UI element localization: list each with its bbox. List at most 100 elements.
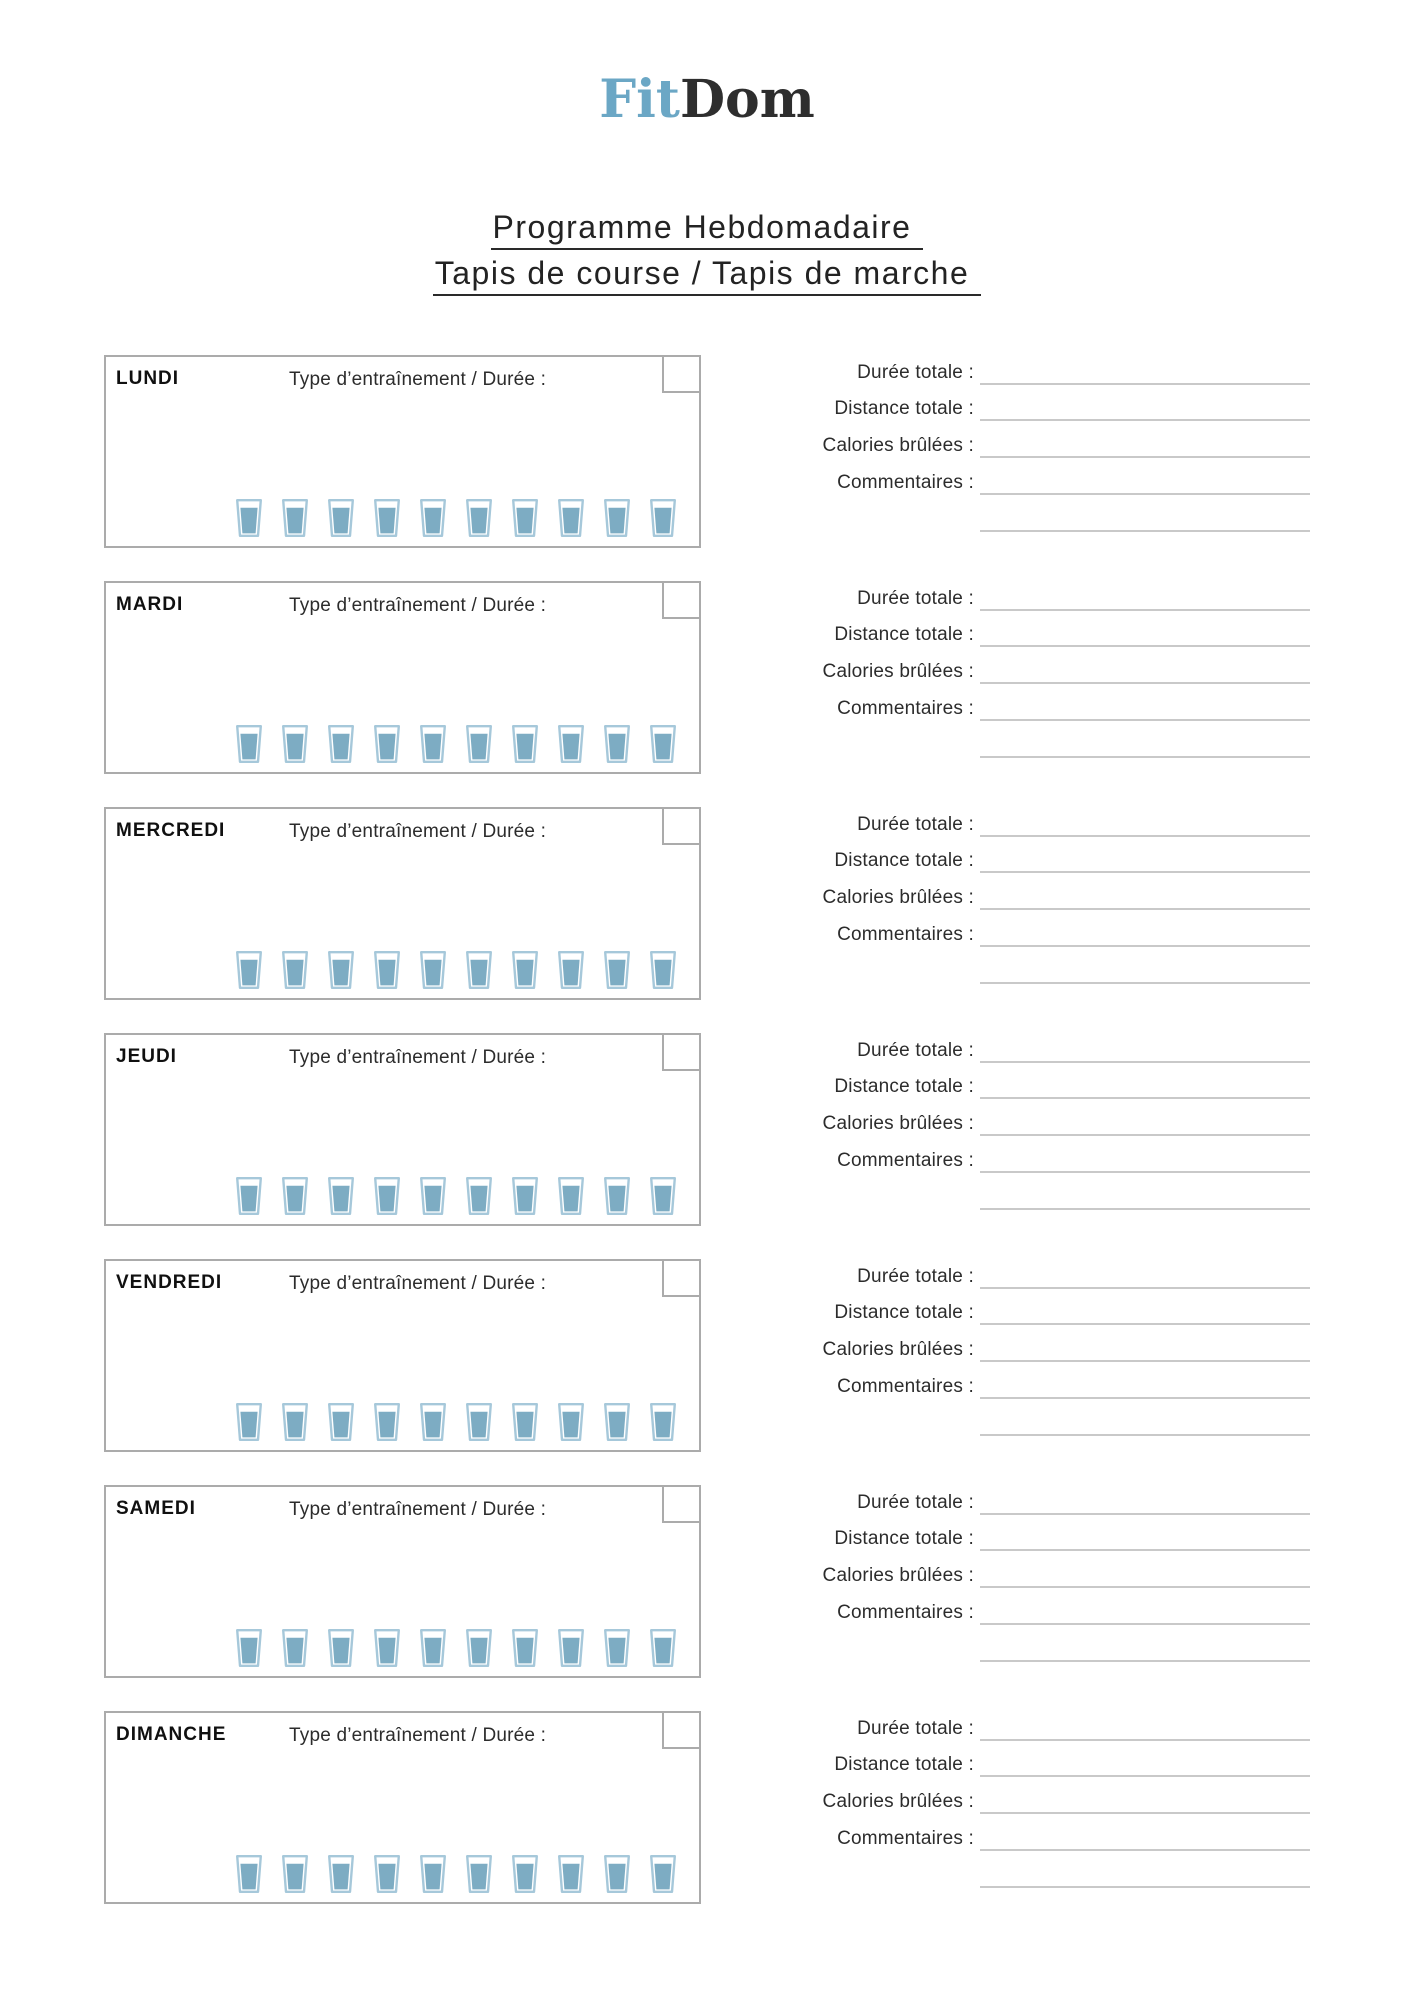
title-line-2: Tapis de course / Tapis de marche <box>432 255 982 296</box>
day-card: JEUDI Type d’entraînement / Durée : <box>104 1033 701 1226</box>
day-fields: Durée totale : Distance totale : Calorie… <box>760 807 1310 1000</box>
calories-brulees-fill-line[interactable] <box>980 1333 1310 1362</box>
commentaires-fill-line[interactable] <box>980 918 1310 947</box>
water-glasses-row <box>235 1403 677 1441</box>
distance-totale-fill-line[interactable] <box>980 1748 1310 1777</box>
calories-brulees-fill-line[interactable] <box>980 429 1310 458</box>
commentaires-fill-line[interactable] <box>980 692 1310 721</box>
field-row-distance-totale: Distance totale : <box>760 620 1310 647</box>
duree-totale-fill-line[interactable] <box>980 1712 1310 1741</box>
distance-totale-fill-line[interactable] <box>980 1070 1310 1099</box>
water-glass-icon <box>373 1403 401 1441</box>
water-glass-icon <box>327 1177 355 1215</box>
duree-totale-label: Durée totale : <box>857 362 974 383</box>
duree-totale-fill-line[interactable] <box>980 1260 1310 1289</box>
commentaires-fill-line[interactable] <box>980 1822 1310 1851</box>
commentaires-fill-line[interactable] <box>980 1370 1310 1399</box>
commentaires-extra-fill-line[interactable] <box>980 1859 1310 1888</box>
duree-totale-fill-line[interactable] <box>980 356 1310 385</box>
water-glass-icon <box>649 1403 677 1441</box>
empty-checkbox[interactable] <box>662 1711 701 1749</box>
calories-brulees-label: Calories brûlées : <box>822 1791 974 1812</box>
commentaires-extra-fill-line[interactable] <box>980 729 1310 758</box>
water-glass-icon <box>649 499 677 537</box>
commentaires-extra-fill-line[interactable] <box>980 1407 1310 1436</box>
water-glass-icon <box>235 1403 263 1441</box>
duree-totale-fill-line[interactable] <box>980 1034 1310 1063</box>
water-glass-icon <box>373 1629 401 1667</box>
empty-checkbox[interactable] <box>662 1259 701 1297</box>
water-glass-icon <box>373 951 401 989</box>
water-glass-icon <box>465 1177 493 1215</box>
commentaires-label: Commentaires : <box>837 472 974 493</box>
calories-brulees-fill-line[interactable] <box>980 655 1310 684</box>
water-glass-icon <box>603 1403 631 1441</box>
empty-checkbox[interactable] <box>662 581 701 619</box>
field-row-duree-totale: Durée totale : <box>760 584 1310 611</box>
field-row-commentaires-extra <box>760 1183 1310 1210</box>
water-glass-icon <box>327 951 355 989</box>
day-label: LUNDI <box>116 368 180 389</box>
water-glass-icon <box>373 1855 401 1893</box>
distance-totale-label: Distance totale : <box>834 624 974 645</box>
duree-totale-fill-line[interactable] <box>980 582 1310 611</box>
water-glasses-row <box>235 499 677 537</box>
field-row-duree-totale: Durée totale : <box>760 1036 1310 1063</box>
water-glass-icon <box>465 1855 493 1893</box>
day-fields: Durée totale : Distance totale : Calorie… <box>760 581 1310 774</box>
calories-brulees-label: Calories brûlées : <box>822 887 974 908</box>
water-glass-icon <box>511 951 539 989</box>
day-label: MERCREDI <box>116 820 226 841</box>
distance-totale-fill-line[interactable] <box>980 392 1310 421</box>
calories-brulees-fill-line[interactable] <box>980 881 1310 910</box>
day-label: DIMANCHE <box>116 1724 227 1745</box>
day-card: VENDREDI Type d’entraînement / Durée : <box>104 1259 701 1452</box>
empty-checkbox[interactable] <box>662 355 701 393</box>
training-type-duration-label: Type d’entraînement / Durée : <box>289 1047 547 1068</box>
empty-checkbox[interactable] <box>662 1485 701 1523</box>
field-row-duree-totale: Durée totale : <box>760 358 1310 385</box>
distance-totale-label: Distance totale : <box>834 1076 974 1097</box>
water-glass-icon <box>235 951 263 989</box>
commentaires-extra-fill-line[interactable] <box>980 1181 1310 1210</box>
empty-checkbox[interactable] <box>662 807 701 845</box>
commentaires-extra-fill-line[interactable] <box>980 503 1310 532</box>
empty-checkbox[interactable] <box>662 1033 701 1071</box>
field-row-distance-totale: Distance totale : <box>760 394 1310 421</box>
day-label: VENDREDI <box>116 1272 223 1293</box>
day-blocks-container: LUNDI Type d’entraînement / Durée : Duré… <box>0 355 1414 1937</box>
distance-totale-fill-line[interactable] <box>980 1296 1310 1325</box>
calories-brulees-fill-line[interactable] <box>980 1785 1310 1814</box>
water-glass-icon <box>557 1855 585 1893</box>
field-row-calories-brulees: Calories brûlées : <box>760 1561 1310 1588</box>
commentaires-extra-fill-line[interactable] <box>980 1633 1310 1662</box>
distance-totale-fill-line[interactable] <box>980 844 1310 873</box>
water-glass-icon <box>649 951 677 989</box>
duree-totale-label: Durée totale : <box>857 1040 974 1061</box>
commentaires-label: Commentaires : <box>837 698 974 719</box>
distance-totale-label: Distance totale : <box>834 1754 974 1775</box>
calories-brulees-fill-line[interactable] <box>980 1107 1310 1136</box>
duree-totale-fill-line[interactable] <box>980 808 1310 837</box>
commentaires-extra-fill-line[interactable] <box>980 955 1310 984</box>
water-glass-icon <box>649 1855 677 1893</box>
field-row-duree-totale: Durée totale : <box>760 1714 1310 1741</box>
duree-totale-fill-line[interactable] <box>980 1486 1310 1515</box>
commentaires-label: Commentaires : <box>837 1150 974 1171</box>
calories-brulees-fill-line[interactable] <box>980 1559 1310 1588</box>
field-row-calories-brulees: Calories brûlées : <box>760 1335 1310 1362</box>
logo-dom-text: Dom <box>679 69 815 130</box>
distance-totale-fill-line[interactable] <box>980 1522 1310 1551</box>
title-line-1: Programme Hebdomadaire <box>490 209 924 250</box>
training-type-duration-label: Type d’entraînement / Durée : <box>289 1725 547 1746</box>
water-glass-icon <box>419 1629 447 1667</box>
day-fields: Durée totale : Distance totale : Calorie… <box>760 1033 1310 1226</box>
distance-totale-fill-line[interactable] <box>980 618 1310 647</box>
water-glass-icon <box>373 725 401 763</box>
commentaires-fill-line[interactable] <box>980 1144 1310 1173</box>
commentaires-fill-line[interactable] <box>980 1596 1310 1625</box>
commentaires-fill-line[interactable] <box>980 466 1310 495</box>
field-row-commentaires: Commentaires : <box>760 694 1310 721</box>
water-glass-icon <box>281 725 309 763</box>
